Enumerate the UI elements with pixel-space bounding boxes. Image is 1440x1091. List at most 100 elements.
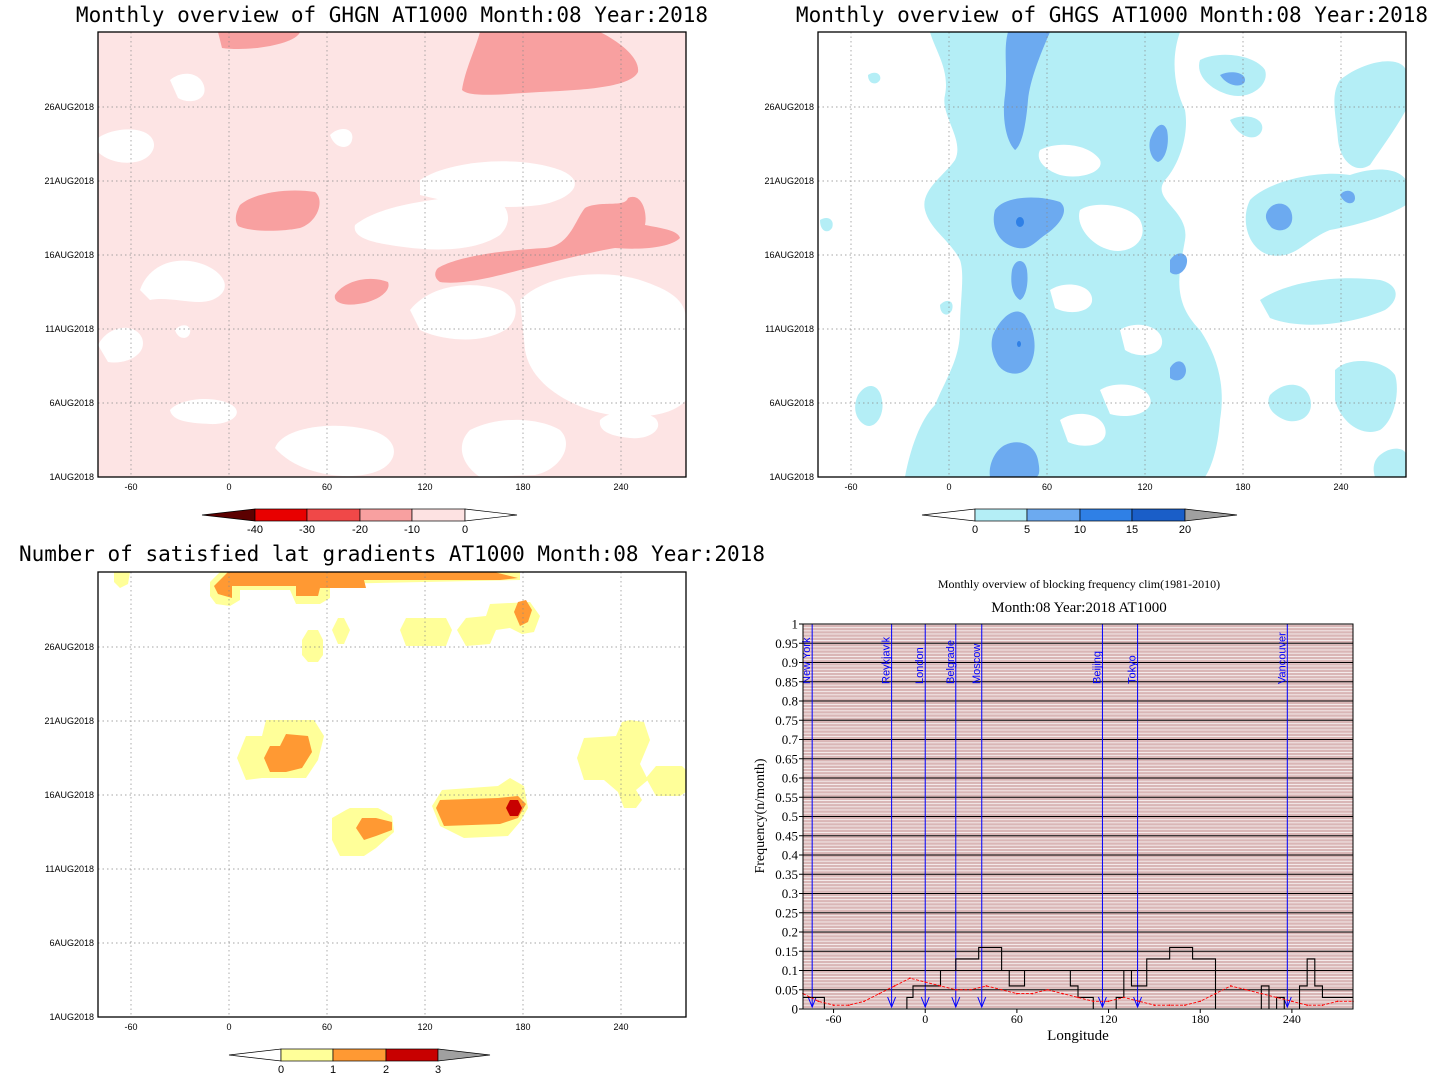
ghgs-colorbar-labels: 0 5 10 15 20 [972, 524, 1191, 536]
ghgs-y-tick: 21AUG2018 [764, 176, 814, 186]
ghgs-hole [1050, 284, 1093, 313]
ghgs-patch [868, 72, 881, 84]
gradients-colorbar [228, 1048, 491, 1062]
blocking-x-label: Longitude [1047, 1028, 1109, 1044]
blocking-y-tick-label: 0.95 [775, 636, 798, 651]
colorbar-label: 15 [1126, 524, 1138, 536]
colorbar-swatch [411, 508, 466, 522]
ghgn-x-tick: 180 [515, 482, 530, 492]
blocking-series-point [1031, 992, 1033, 995]
blocking-y-tick-label: 0.2 [782, 925, 798, 940]
ghgs-mid-patch [1003, 32, 1050, 150]
city-marker-label: Beijing [1091, 651, 1103, 684]
colorbar-swatch [280, 1048, 334, 1062]
blocking-series-point [909, 977, 911, 979]
blocking-series-point [863, 1000, 865, 1003]
colorbar-label: 3 [435, 1064, 441, 1076]
ghgn-negative-patch [435, 196, 680, 283]
blocking-series-point [1245, 988, 1247, 991]
ghgs-x-ticks: -60 0 60 120 180 240 [844, 482, 1348, 492]
city-marker-label: Vancouver [1276, 632, 1288, 684]
ghgs-y-tick: 11AUG2018 [765, 324, 814, 334]
city-marker-arrowhead [920, 996, 930, 1009]
colorbar-arrow-high [464, 508, 518, 522]
ghgn-x-tick: 120 [417, 482, 432, 492]
blocking-series-point [1061, 992, 1064, 995]
ghgs-hole [1079, 204, 1143, 251]
colorbar-label: -20 [352, 524, 368, 536]
ghgs-mid-patch [1340, 190, 1355, 204]
colorbar-arrow-high [437, 1048, 491, 1062]
blocking-x-tick-label: -60 [826, 1012, 842, 1026]
colorbar-arrow-low [201, 508, 256, 522]
ghgn-negative-patch [218, 32, 300, 50]
blocking-y-tick-label: 0.05 [775, 982, 798, 997]
ghgs-high-spot [1016, 217, 1024, 227]
blocking-frame [802, 623, 1354, 1010]
blocking-y-tick-label: 0.7 [782, 732, 799, 747]
ghgn-negative-patch [235, 190, 320, 231]
ghgn-y-tick: 26AUG2018 [44, 102, 94, 112]
blocking-series-point [1107, 1000, 1110, 1003]
ghgs-x-tick: 120 [1137, 482, 1152, 492]
ghgn-white-patch [560, 363, 593, 385]
ghgs-patch [940, 300, 953, 315]
ghgn-colorbar-labels: -40 -30 -20 -10 0 [247, 524, 468, 536]
gradients-y-ticks: 1AUG2018 6AUG2018 11AUG2018 16AUG2018 21… [44, 642, 94, 1022]
ghgn-white-patch [461, 419, 566, 477]
ghgs-mid-patch [1170, 253, 1188, 275]
gradients-patch-1 [332, 618, 350, 644]
blocking-series-point [1291, 1000, 1293, 1003]
blocking-y-tick-label: 0.1 [782, 963, 798, 978]
ghgs-y-tick: 16AUG2018 [764, 250, 814, 260]
city-marker-label: Tokyo [1127, 655, 1139, 684]
blocking-series-point [817, 1000, 820, 1003]
ghgs-patch [1335, 360, 1397, 432]
blocking-y-tick-label: 0.5 [782, 809, 798, 824]
blocking-y-tick-label: 0 [792, 1002, 799, 1017]
colorbar-label: 5 [1024, 524, 1030, 536]
ghgn-y-tick: 1AUG2018 [49, 472, 94, 482]
ghgs-mid-patch [993, 197, 1065, 249]
city-marker-arrowhead [951, 996, 961, 1009]
ghgs-hole [1100, 384, 1151, 417]
ghgn-y-tick: 6AUG2018 [49, 398, 94, 408]
blocking-series-point [1153, 1004, 1156, 1006]
city-marker-label: New York [801, 637, 813, 684]
blocking-series-point [1199, 1000, 1202, 1003]
ghgs-patch [1334, 61, 1406, 169]
gradients-patch-3 [506, 800, 522, 816]
gradients-y-tick: 21AUG2018 [44, 716, 94, 726]
gradients-y-tick: 11AUG2018 [45, 864, 94, 874]
gradients-patch-1 [577, 720, 650, 808]
ghgs-mid-patch [1011, 261, 1028, 300]
blocking-x-tick-label: 60 [1011, 1012, 1023, 1026]
blocking-x-tick-label: 120 [1100, 1012, 1118, 1026]
ghgs-hole [1060, 413, 1106, 446]
gradients-x-ticks: -60 0 60 120 180 240 [124, 1022, 628, 1032]
colorbar-label: 0 [278, 1064, 284, 1076]
blocking-city-markers: New York Reykjavik London Belgrade Moscow Bei… [801, 624, 1292, 1009]
colorbar-swatch [254, 508, 308, 522]
blocking-y-label: Frequency(n/month) [753, 758, 768, 873]
blocking-series-point [1046, 988, 1049, 991]
ghgn-y-tick: 21AUG2018 [44, 176, 94, 186]
ghgs-y-tick: 6AUG2018 [769, 398, 814, 408]
ghgs-patch [1268, 384, 1311, 422]
colorbar-arrow-low [921, 508, 976, 522]
blocking-series-point [1275, 996, 1278, 999]
blocking-series-point [893, 985, 896, 987]
blocking-series-point [1077, 996, 1079, 999]
ghgs-mid-patch [1170, 361, 1186, 381]
colorbar-swatch [1079, 508, 1133, 522]
colorbar-swatch [385, 1048, 439, 1062]
blocking-y-tick-label: 0.35 [775, 867, 798, 882]
blocking-series-point [939, 985, 942, 987]
blocking-x-axis: -60 0 60 120 180 240 [826, 1009, 1301, 1026]
colorbar-swatch [332, 1048, 387, 1062]
ghgs-x-tick: -60 [844, 482, 857, 492]
colorbar-arrow-high [1184, 508, 1238, 522]
ghgs-x-tick: 0 [946, 482, 951, 492]
blocking-series-point [1321, 1004, 1324, 1006]
blocking-y-tick-label: 0.6 [782, 771, 799, 786]
